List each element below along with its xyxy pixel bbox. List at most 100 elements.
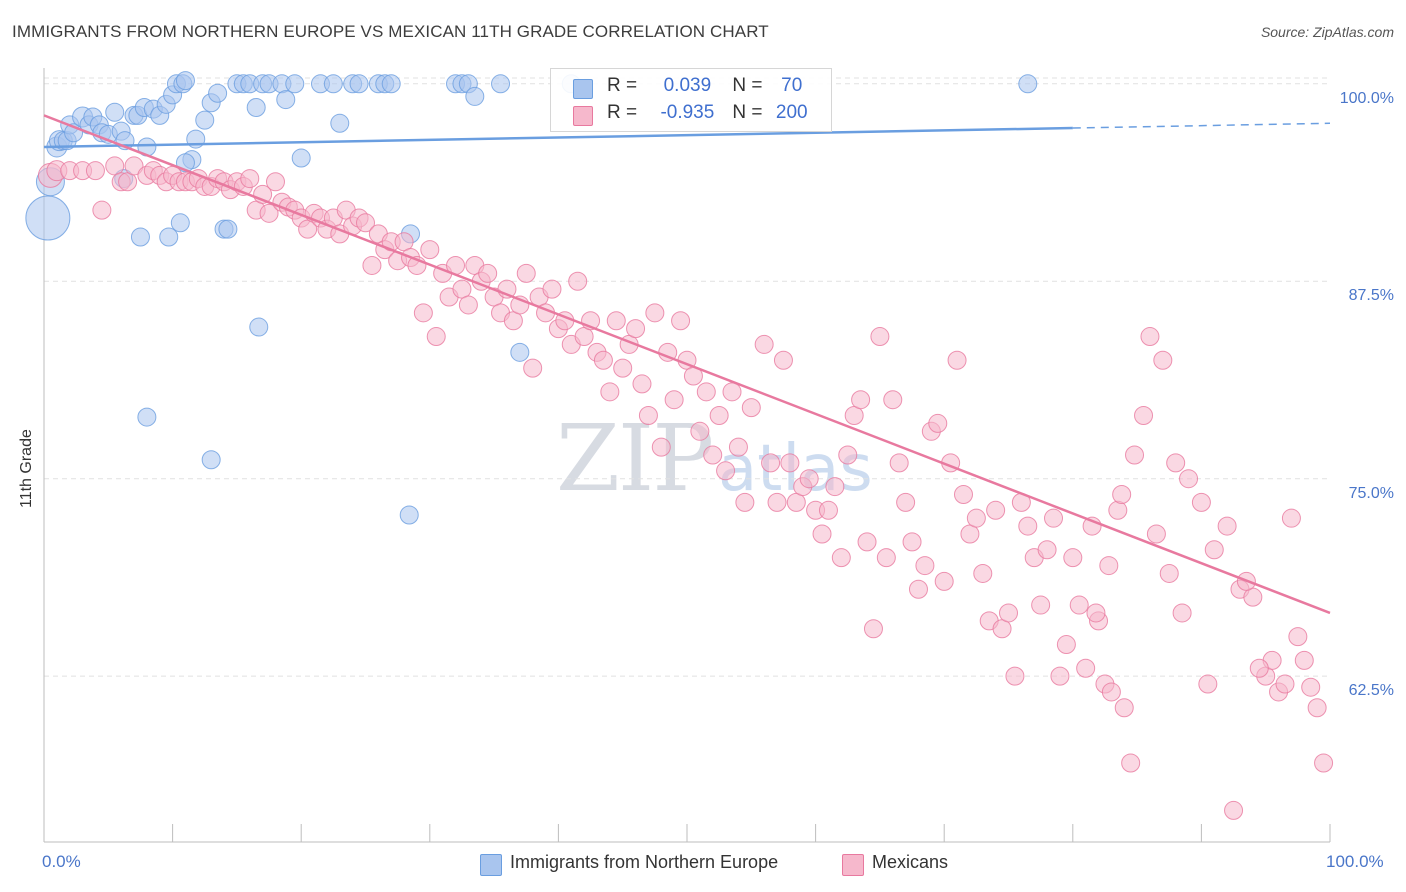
point-mexicans <box>876 548 896 568</box>
point-mexicans <box>818 500 838 520</box>
point-mexicans <box>1005 666 1025 686</box>
x-tick-label-max: 100.0% <box>1326 852 1384 871</box>
point-northern-europe <box>330 113 350 133</box>
point-mexicans <box>870 327 890 347</box>
point-mexicans <box>1114 698 1134 718</box>
point-northern-europe <box>159 227 179 247</box>
legend-r-label: R = <box>607 75 643 96</box>
point-mexicans <box>606 311 626 331</box>
point-mexicans <box>1217 516 1237 536</box>
point-mexicans <box>915 556 935 576</box>
point-mexicans <box>1108 500 1128 520</box>
trend-line-northern-europe-extension <box>1072 122 1331 129</box>
point-mexicans <box>953 484 973 504</box>
point-mexicans <box>741 398 761 418</box>
point-mexicans <box>1037 540 1057 560</box>
point-mexicans <box>934 571 954 591</box>
legend-r-label: R = <box>607 102 643 123</box>
point-mexicans <box>600 382 620 402</box>
point-mexicans <box>690 421 710 441</box>
point-mexicans <box>1179 469 1199 489</box>
point-northern-europe <box>208 83 228 103</box>
point-northern-europe <box>170 213 190 233</box>
point-mexicans <box>645 303 665 323</box>
point-mexicans <box>626 319 646 339</box>
point-mexicans <box>947 350 967 370</box>
point-mexicans <box>259 203 279 223</box>
y-tick-label: 100.0% <box>1339 89 1394 107</box>
point-mexicans <box>1076 658 1096 678</box>
point-mexicans <box>838 445 858 465</box>
point-northern-europe <box>130 227 150 247</box>
point-mexicans <box>889 453 909 473</box>
point-northern-europe <box>1018 74 1038 94</box>
point-northern-europe <box>291 148 311 168</box>
point-northern-europe <box>381 74 401 94</box>
trend-line-northern-europe <box>43 126 1073 149</box>
point-northern-europe <box>285 74 305 94</box>
point-mexicans <box>478 263 498 283</box>
legend-n-label: N = <box>732 102 768 123</box>
point-mexicans <box>1198 674 1218 694</box>
point-mexicans <box>1134 406 1154 426</box>
point-northern-europe <box>465 86 485 106</box>
point-mexicans <box>767 492 787 512</box>
point-mexicans <box>356 213 375 233</box>
data-points <box>25 71 1334 820</box>
point-mexicans <box>799 469 819 489</box>
point-northern-europe <box>246 97 266 117</box>
point-mexicans <box>709 406 729 426</box>
point-mexicans <box>1146 524 1166 544</box>
y-tick-label: 87.5% <box>1348 287 1394 305</box>
point-mexicans <box>863 619 883 639</box>
point-mexicans <box>1288 627 1308 647</box>
point-mexicans <box>523 358 543 378</box>
legend-swatch-mexicans <box>573 106 593 126</box>
point-mexicans <box>613 358 633 378</box>
point-mexicans <box>458 295 478 315</box>
point-mexicans <box>651 437 671 457</box>
point-mexicans <box>754 334 774 354</box>
point-mexicans <box>1044 508 1064 528</box>
point-northern-europe <box>175 71 195 91</box>
bottom-legend-swatch-northern-europe <box>480 854 502 876</box>
point-mexicans <box>735 492 755 512</box>
legend-n-value: 200 <box>775 102 808 123</box>
point-mexicans <box>516 263 536 283</box>
point-mexicans <box>1281 508 1301 528</box>
point-mexicans <box>902 532 922 552</box>
watermark-zip: ZIP <box>556 405 714 512</box>
point-mexicans <box>966 508 986 528</box>
point-northern-europe <box>137 407 157 427</box>
point-mexicans <box>928 413 948 433</box>
y-axis-title: 11th Grade <box>18 429 35 508</box>
legend-box: R = 0.039 N = 70 R = -0.935 N = 200 <box>550 68 832 132</box>
point-mexicans <box>1314 753 1334 773</box>
point-mexicans <box>1125 445 1145 465</box>
point-mexicans <box>240 169 260 189</box>
trend-lines <box>43 114 1331 615</box>
point-northern-europe <box>25 195 71 241</box>
legend-swatch-northern-europe <box>573 79 593 99</box>
point-mexicans <box>413 303 433 323</box>
point-mexicans <box>1191 492 1211 512</box>
point-mexicans <box>896 492 916 512</box>
point-northern-europe <box>105 102 125 122</box>
point-mexicans <box>696 382 716 402</box>
point-mexicans <box>1101 682 1121 702</box>
point-mexicans <box>124 156 144 176</box>
legend-r-value: 0.039 <box>663 75 712 96</box>
point-northern-europe <box>510 342 530 362</box>
point-mexicans <box>265 172 285 192</box>
point-mexicans <box>593 350 613 370</box>
point-mexicans <box>420 240 440 260</box>
chart-source: Source: ZipAtlas.com <box>1260 24 1394 40</box>
point-mexicans <box>716 461 736 481</box>
chart-title: IMMIGRANTS FROM NORTHERN EUROPE VS MEXIC… <box>12 22 769 41</box>
point-mexicans <box>780 453 800 473</box>
point-northern-europe <box>201 450 221 470</box>
point-mexicans <box>85 161 105 181</box>
point-mexicans <box>1140 327 1160 347</box>
point-mexicans <box>1249 658 1269 678</box>
point-mexicans <box>851 390 871 410</box>
